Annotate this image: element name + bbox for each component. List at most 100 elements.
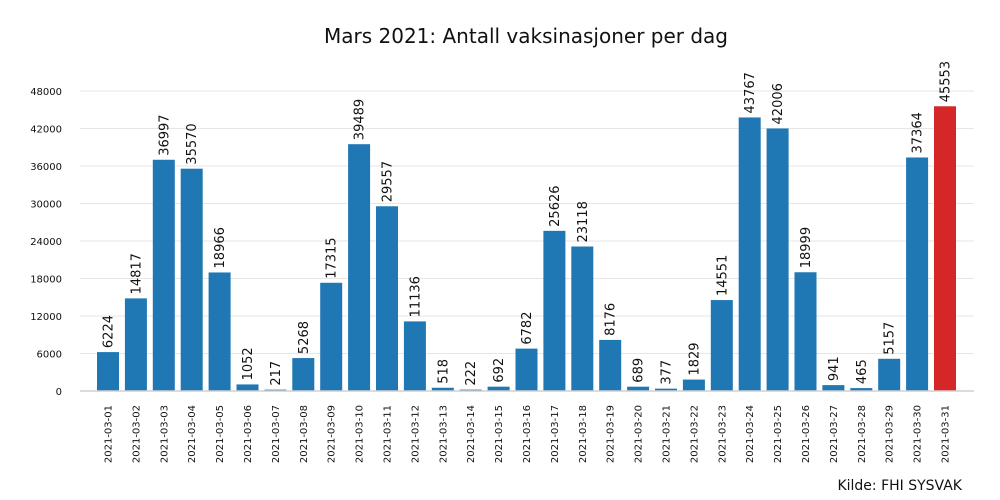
y-tick-label: 24000 [30,237,62,248]
x-tick-label: 2021-03-16 [522,405,533,463]
x-tick-label: 2021-03-08 [299,405,310,463]
x-tick-label: 2021-03-18 [578,405,589,463]
bar [376,206,398,391]
value-label: 1829 [687,342,702,375]
x-tick-label: 2021-03-01 [104,405,115,463]
value-label: 18966 [213,227,228,268]
value-label: 14551 [715,255,730,296]
bar [152,159,175,391]
value-label: 25626 [548,185,563,226]
x-tick-label: 2021-03-02 [131,405,142,463]
x-tick-label: 2021-03-31 [941,405,952,463]
value-label: 222 [464,361,479,386]
bar [348,144,371,391]
bar [403,321,426,391]
x-tick-label: 2021-03-24 [745,405,756,463]
x-tick-label: 2021-03-07 [271,405,282,463]
bar [906,157,929,391]
bar [320,282,343,391]
bar [543,230,566,391]
bar [738,117,761,392]
bar [292,358,315,391]
value-label: 11136 [408,276,423,317]
x-tick-label: 2021-03-03 [159,405,170,463]
value-label: 39489 [353,99,368,140]
value-label: 8176 [604,303,619,336]
bar [934,106,956,391]
y-tick-label: 12000 [30,312,62,323]
bar [822,385,845,391]
bar [515,348,538,391]
x-tick-label: 2021-03-11 [383,405,394,463]
y-tick-label: 36000 [30,162,62,173]
bar [850,388,873,391]
chart-title: Mars 2021: Antall vaksinasjoner per dag [324,24,728,48]
value-label: 465 [855,359,870,384]
value-label: 5268 [297,321,312,354]
bars [97,106,956,392]
x-tick-label: 2021-03-27 [829,405,840,463]
value-label: 689 [632,358,647,383]
x-tick-label: 2021-03-10 [355,405,366,463]
value-label: 5157 [883,322,898,355]
bar [655,388,677,391]
value-label: 23118 [576,201,591,242]
x-tick-label: 2021-03-26 [801,405,812,463]
value-label: 42006 [771,83,786,124]
value-label: 45553 [939,61,954,102]
y-tick-label: 30000 [30,200,62,211]
x-tick-label: 2021-03-29 [885,405,896,463]
value-label: 377 [660,360,675,385]
value-label: 36997 [157,114,172,155]
x-tick-label: 2021-03-12 [410,405,421,463]
value-label: 17315 [325,237,340,278]
bar [878,358,901,391]
bar [431,387,454,391]
value-label: 18999 [799,227,814,268]
bar [97,352,119,391]
value-label: 14817 [129,253,144,294]
value-label: 35570 [185,123,200,164]
y-tick-label: 42000 [30,125,62,136]
x-tick-label: 2021-03-06 [243,405,254,463]
value-label: 29557 [381,161,396,202]
x-tick-label: 2021-03-13 [438,405,449,463]
bar [710,300,733,391]
x-tick-label: 2021-03-15 [494,405,505,463]
bar [627,386,650,391]
x-tick-label: 2021-03-19 [606,405,617,463]
value-label: 518 [436,359,451,384]
x-tick-label: 2021-03-20 [634,405,645,463]
y-tick-label: 18000 [30,275,62,286]
y-axis-ticks: 0 6000 12000 18000 24000 30000 36000 42000 48000 [30,87,62,398]
x-tick-label: 2021-03-17 [550,405,561,463]
x-tick-label: 2021-03-30 [913,405,924,463]
x-tick-label: 2021-03-09 [327,405,338,463]
value-label: 1052 [241,347,256,380]
value-label: 692 [492,358,507,383]
x-tick-label: 2021-03-28 [857,405,868,463]
bar [487,386,510,391]
x-tick-label: 2021-03-23 [717,405,728,463]
x-tick-label: 2021-03-22 [689,405,700,463]
bar [236,384,259,391]
value-labels: 6224 14817 36997 35570 18966 1052 217 5268 17315… [102,61,954,386]
bar [124,298,147,391]
x-tick-label: 2021-03-21 [662,405,673,463]
x-tick-label: 2021-03-05 [215,405,226,463]
value-label: 6224 [102,315,117,348]
value-label: 217 [269,361,284,386]
x-tick-label: 2021-03-14 [466,405,477,463]
y-tick-label: 0 [56,387,62,398]
value-label: 6782 [520,312,535,345]
y-tick-label: 48000 [30,87,62,98]
bar [599,339,622,391]
bar [208,272,231,391]
value-label: 37364 [911,112,926,153]
x-axis-ticks: 2021-03-01 2021-03-02 2021-03-03 2021-03-04… [104,405,952,463]
bar [180,168,203,391]
source-note: Kilde: FHI SYSVAK [837,478,962,494]
x-tick-label: 2021-03-25 [773,405,784,463]
y-tick-label: 6000 [37,350,62,361]
